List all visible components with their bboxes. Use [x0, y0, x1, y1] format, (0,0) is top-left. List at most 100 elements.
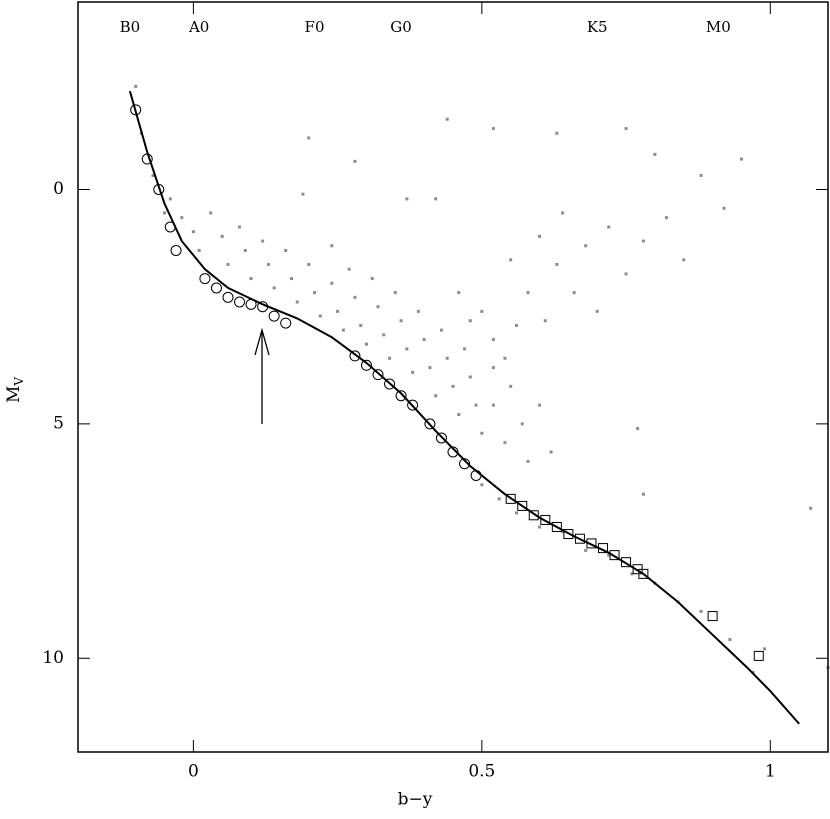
star-point	[434, 197, 438, 201]
star-point	[353, 295, 357, 299]
star-point	[376, 305, 380, 309]
star-point	[526, 459, 530, 463]
plot-frame	[77, 1, 829, 753]
square-point	[574, 533, 585, 544]
star-point	[664, 216, 668, 220]
star-point	[491, 366, 495, 370]
star-point	[480, 483, 484, 487]
star-point	[457, 291, 461, 295]
star-point	[359, 323, 363, 327]
x-tick-label: 1	[765, 762, 776, 782]
star-point	[238, 225, 242, 229]
star-point	[226, 263, 230, 266]
circle-point	[459, 458, 471, 470]
star-point	[728, 638, 732, 641]
square-point	[621, 557, 632, 568]
star-point	[555, 263, 559, 266]
square-point	[551, 522, 562, 532]
square-point	[609, 550, 620, 561]
star-point	[411, 370, 415, 374]
star-point	[549, 450, 553, 454]
star-point	[624, 127, 628, 131]
star-point	[538, 525, 542, 529]
star-point	[405, 197, 409, 201]
star-point	[538, 403, 542, 407]
circle-point	[424, 418, 436, 430]
star-point	[295, 300, 299, 304]
star-point	[393, 291, 397, 295]
square-point	[517, 500, 528, 511]
star-point	[370, 277, 374, 281]
star-point	[739, 157, 743, 161]
star-point	[641, 239, 645, 243]
x-tick-label: 0	[188, 762, 199, 782]
star-point	[451, 384, 455, 388]
circle-point	[447, 446, 459, 458]
square-point	[563, 529, 574, 540]
circle-point	[234, 296, 246, 308]
star-point	[313, 291, 317, 295]
square-point	[753, 650, 764, 661]
spectral-type-label: G0	[390, 18, 412, 36]
star-point	[382, 333, 386, 337]
star-point	[561, 211, 565, 215]
circle-point	[360, 359, 372, 371]
star-point	[503, 356, 507, 360]
star-point	[439, 328, 443, 332]
spectral-type-label: F0	[305, 18, 325, 36]
star-point	[272, 286, 276, 290]
star-point	[336, 309, 340, 313]
star-point	[347, 267, 351, 271]
star-point	[630, 572, 634, 576]
x-axis-label: b−y	[398, 790, 433, 810]
star-point	[168, 197, 172, 201]
star-point	[191, 230, 195, 234]
star-point	[249, 277, 253, 281]
star-point	[364, 342, 368, 346]
square-point	[707, 611, 718, 622]
star-point	[416, 309, 420, 313]
star-point	[266, 263, 270, 266]
star-point	[538, 234, 542, 238]
star-point	[607, 553, 611, 557]
star-point	[330, 244, 334, 248]
star-point	[301, 192, 305, 196]
star-point	[520, 422, 524, 426]
star-point	[318, 314, 322, 318]
star-point	[468, 375, 472, 379]
star-point	[809, 506, 813, 510]
star-point	[699, 173, 703, 177]
star-point	[428, 366, 432, 370]
star-point	[330, 281, 334, 285]
star-point	[341, 328, 345, 332]
star-point	[503, 441, 507, 445]
star-point	[463, 347, 467, 351]
star-point	[699, 609, 703, 613]
star-point	[491, 338, 495, 341]
star-point	[434, 394, 438, 398]
curve	[128, 90, 800, 725]
y-tick-label: 5	[53, 413, 64, 433]
square-point	[505, 493, 516, 504]
y-tick-label: 0	[53, 179, 64, 199]
arrow-head	[254, 327, 270, 356]
star-point	[491, 127, 495, 131]
star-point	[307, 263, 311, 266]
star-point	[180, 216, 184, 220]
star-point	[722, 206, 726, 210]
star-point	[399, 319, 403, 323]
circle-point	[435, 432, 447, 444]
star-point	[243, 248, 247, 252]
star-point	[261, 239, 265, 243]
star-point	[284, 248, 288, 252]
arrow	[254, 327, 270, 424]
star-point	[422, 338, 426, 341]
y-axis-label-subscript: V	[12, 377, 26, 387]
star-point	[653, 152, 657, 156]
star-point	[134, 84, 138, 88]
spectral-type-label: K5	[587, 18, 608, 36]
circle-point	[210, 282, 222, 294]
square-point	[638, 568, 649, 579]
star-point	[595, 309, 599, 313]
star-point	[624, 272, 628, 276]
